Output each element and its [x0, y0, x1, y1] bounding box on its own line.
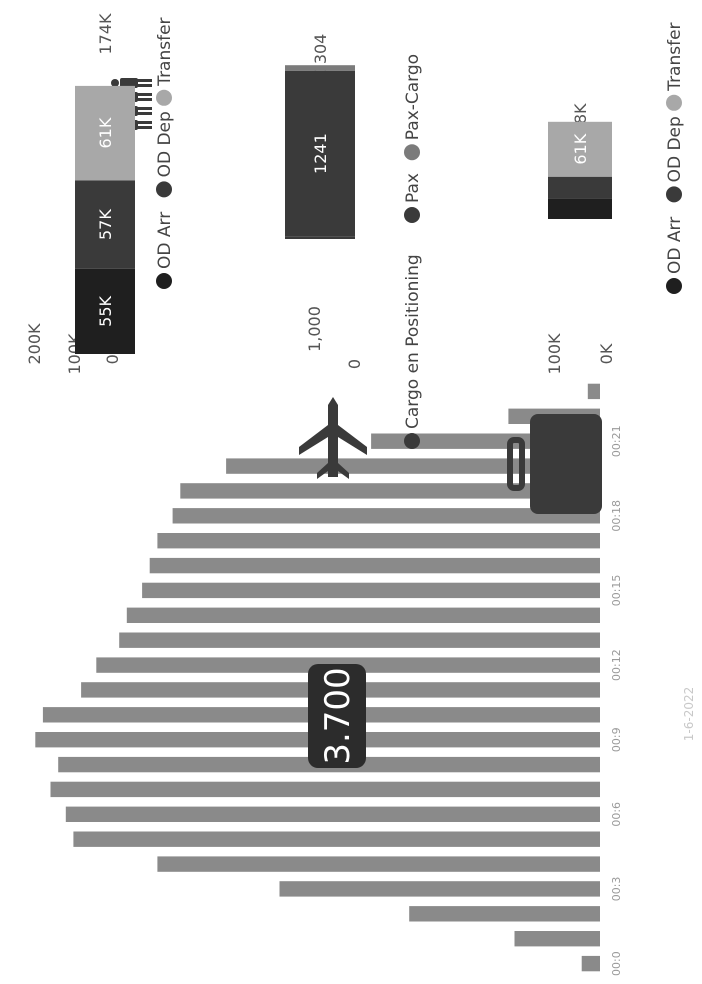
y-tick-label: 0K — [597, 343, 616, 364]
legend-label: OD Arr — [155, 212, 175, 269]
legend-marker — [156, 89, 172, 106]
legend-label: Pax-Cargo — [403, 54, 423, 140]
legend-label: Transfer — [665, 22, 685, 91]
total-label: 174K — [96, 13, 115, 55]
legend-label: OD Dep — [665, 116, 685, 182]
hourly-bar — [149, 557, 600, 574]
hourly-bar — [587, 383, 600, 400]
hourly-tick-label: 00:21 — [610, 425, 623, 457]
stack-segment — [285, 236, 355, 239]
hourly-tick-label: 00:18 — [610, 500, 623, 532]
legend-marker — [666, 186, 682, 203]
hourly-tick-label: 00:3 — [610, 877, 623, 902]
date-label: 1-6-2022 — [682, 687, 696, 741]
y-tick-label: 1,000 — [305, 306, 324, 352]
flights-panel: 1,000 0 1304 Cargo en Positioning Pax Pax-Car… — [285, 34, 423, 449]
segment-label: 61K — [96, 117, 115, 148]
total-label: 1304 — [311, 34, 330, 75]
legend-marker — [404, 207, 420, 223]
hourly-bar — [409, 906, 601, 922]
suitcase-icon — [507, 414, 602, 514]
value-badge-text: 3.700 — [318, 667, 358, 764]
legend-label: Cargo en Positioning — [403, 254, 423, 429]
stack-segment — [75, 85, 135, 181]
hourly-bar — [581, 955, 601, 972]
segment-label: 57K — [96, 209, 115, 240]
stack-segment — [548, 198, 612, 219]
stack-segment — [285, 70, 355, 237]
legend-marker — [666, 94, 682, 111]
hourly-bar — [157, 856, 600, 872]
stack-segment — [75, 268, 135, 354]
y-tick-label: 0 — [345, 359, 364, 369]
stack-segment — [548, 176, 612, 199]
legend-label: OD Arr — [665, 217, 685, 274]
hourly-bar — [180, 483, 601, 499]
legend-marker — [404, 433, 420, 449]
hourly-bar — [157, 532, 600, 549]
hourly-tick-label: 00:0 — [610, 951, 623, 976]
stack-segment — [548, 121, 612, 177]
hourly-bar — [142, 582, 600, 599]
legend-marker — [404, 144, 420, 161]
hourly-bar — [73, 831, 600, 847]
segment-label: 61K — [571, 133, 590, 164]
legend-marker — [666, 278, 682, 294]
legend-label: Pax — [403, 173, 423, 203]
legend-marker — [156, 273, 172, 289]
hourly-bar — [514, 931, 600, 947]
hourly-tick-labels: 00:0 00:3 00:6 00:9 00:12 00:15 00:18 00:21 — [610, 425, 623, 976]
value-badge: 3.700 — [308, 664, 366, 768]
plane-icon — [299, 397, 367, 479]
hourly-bar — [65, 806, 601, 822]
hourly-tick-label: 00:12 — [610, 649, 623, 681]
hourly-bar — [279, 881, 600, 897]
hourly-tick-label: 00:9 — [610, 727, 623, 752]
segment-label: 1241 — [311, 133, 330, 174]
hourly-bar — [172, 508, 600, 524]
hourly-tick-label: 00:6 — [610, 802, 623, 827]
hourly-bar — [50, 781, 600, 798]
y-tick-label: 200K — [25, 323, 44, 365]
hourly-bar — [119, 632, 600, 648]
legend-label: Transfer — [155, 17, 175, 86]
hourly-tick-label: 00:15 — [610, 575, 623, 607]
value-badge-bg — [308, 664, 366, 768]
stack-segment — [285, 65, 355, 71]
legend-label: OD Dep — [155, 111, 175, 177]
legend-marker — [156, 181, 172, 198]
hourly-bar — [226, 458, 600, 474]
y-tick-label: 100K — [545, 333, 564, 375]
hourly-bar — [126, 607, 601, 623]
stack-segment — [75, 180, 135, 269]
segment-label: 55K — [96, 295, 115, 326]
